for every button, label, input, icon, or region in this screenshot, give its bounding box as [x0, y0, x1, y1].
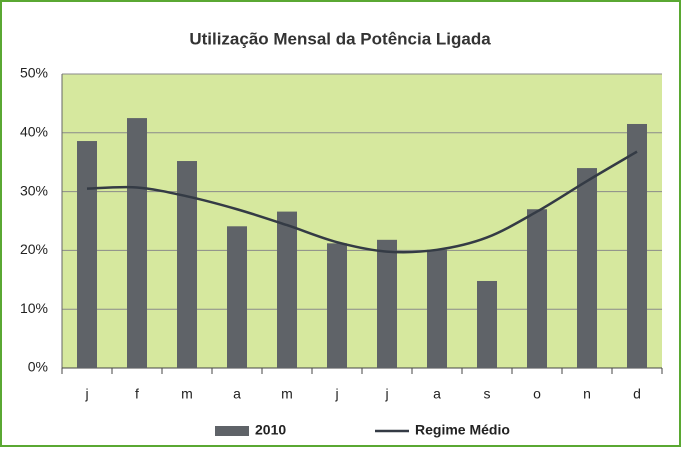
- x-tick-label: j: [334, 386, 338, 402]
- x-tick-label: s: [484, 386, 491, 402]
- bar: [177, 161, 197, 368]
- x-tick-label: j: [384, 386, 388, 402]
- legend-label: Regime Médio: [415, 422, 510, 438]
- x-tick-label: o: [533, 386, 541, 402]
- line: [86, 150, 638, 254]
- x-tick-label: m: [181, 386, 193, 402]
- legend-label: 2010: [255, 422, 286, 438]
- bar: [277, 211, 297, 368]
- legend-swatch: [215, 426, 249, 436]
- y-tick-label: 50%: [20, 65, 48, 81]
- bar: [127, 118, 147, 368]
- bar: [577, 168, 597, 368]
- x-tick-label: j: [84, 386, 88, 402]
- y-tick-label: 0%: [28, 359, 48, 375]
- plot-area: [62, 74, 662, 368]
- x-tick-label: f: [135, 386, 139, 402]
- bar: [477, 280, 497, 368]
- x-tick-label: d: [633, 386, 641, 402]
- bar: [77, 141, 97, 368]
- x-tick-label: a: [233, 386, 241, 402]
- y-tick-label: 10%: [20, 300, 48, 316]
- y-tick-label: 20%: [20, 241, 48, 257]
- y-tick-label: 30%: [20, 182, 48, 198]
- x-tick-label: m: [281, 386, 293, 402]
- bar: [427, 249, 447, 368]
- bar: [327, 243, 347, 368]
- x-tick-label: n: [583, 386, 591, 402]
- bar: [627, 123, 647, 368]
- bar: [377, 239, 397, 368]
- chart-title: Utilização Mensal da Potência Ligada: [189, 29, 491, 48]
- bar: [227, 226, 247, 368]
- y-tick-label: 40%: [20, 124, 48, 140]
- x-tick-label: a: [433, 386, 441, 402]
- bar: [527, 209, 547, 368]
